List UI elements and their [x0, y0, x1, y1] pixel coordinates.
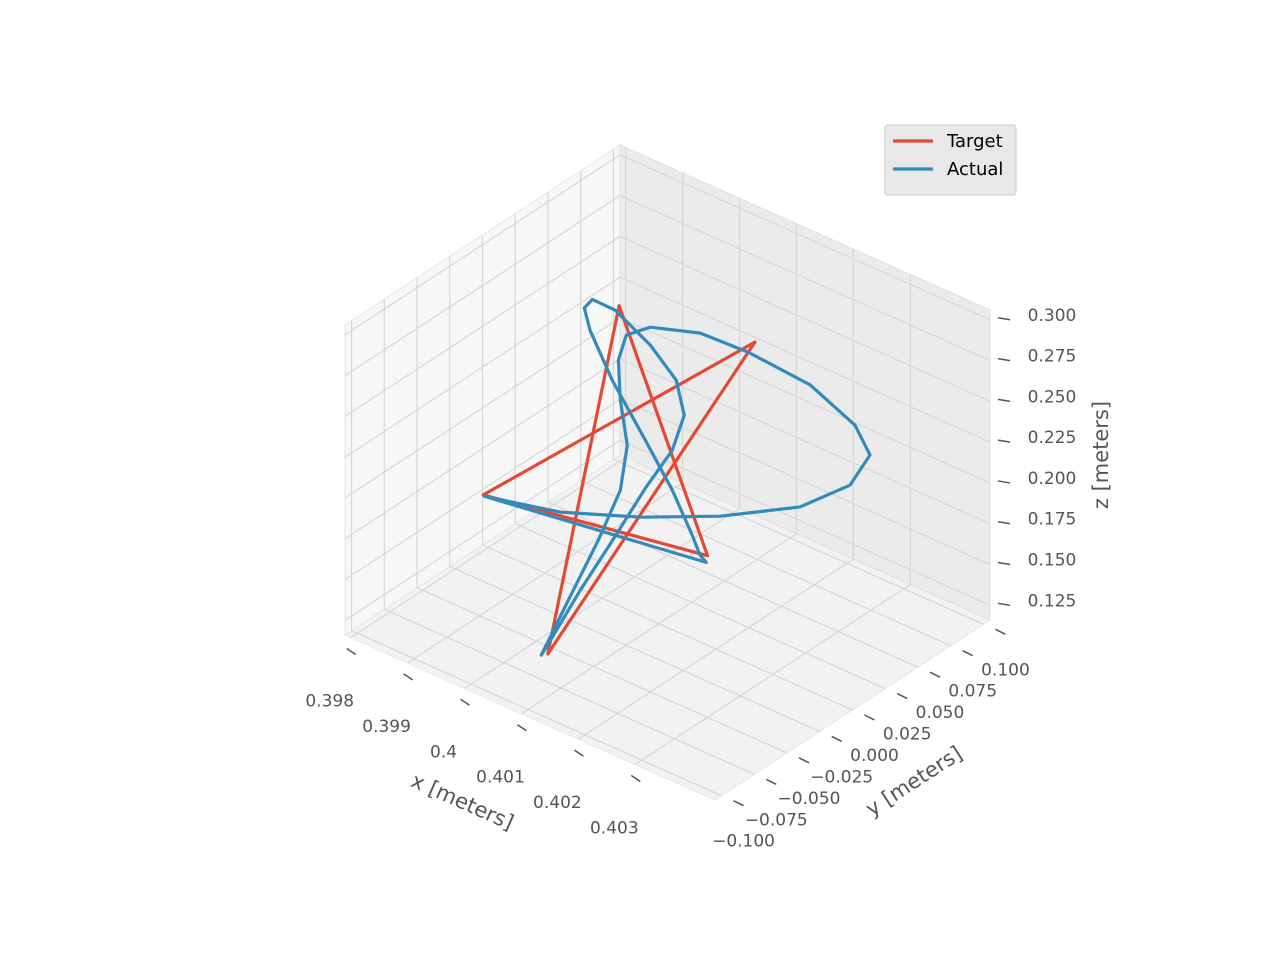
z-tick-label: 0.150 — [1028, 551, 1077, 571]
grid-line — [384, 608, 755, 775]
z-tick-label: 0.200 — [1028, 469, 1077, 489]
y-tick — [733, 800, 744, 807]
y-tick — [798, 757, 810, 764]
x-tick-label: 0.401 — [476, 768, 525, 788]
z-axis-label: z [meters] — [1089, 401, 1113, 509]
z-tick — [997, 398, 1011, 403]
x-tick — [460, 698, 470, 706]
grid-line — [344, 195, 621, 377]
grid-line — [619, 276, 991, 443]
grid-line — [482, 544, 853, 711]
grid-line — [619, 317, 991, 484]
grid-line — [344, 399, 621, 581]
z-tick-label: 0.125 — [1028, 591, 1077, 611]
series-line — [481, 304, 757, 656]
x-tick-label: 0.403 — [590, 818, 639, 838]
grid-line — [351, 630, 722, 797]
ticks: 0.398 0.399 0.4 0.401 0.402 0.403 −0.100−0.075… — [305, 306, 1076, 852]
grid-line — [344, 358, 621, 540]
grid-line — [344, 439, 621, 621]
legend-label: Actual — [947, 159, 1003, 180]
x-tick-label: 0.398 — [305, 692, 354, 712]
legend-label: Target — [946, 131, 1003, 152]
y-tick-label: 0.000 — [850, 746, 899, 766]
x-tick-label: 0.402 — [533, 793, 582, 813]
y-tick — [864, 714, 875, 721]
y-tick-label: −0.050 — [778, 789, 841, 809]
z-tick — [997, 357, 1011, 362]
grid-line — [514, 523, 886, 690]
x-tick — [346, 647, 357, 656]
grid-line — [619, 235, 991, 402]
x-tick — [517, 724, 527, 732]
y-tick — [896, 692, 908, 700]
z-tick-label: 0.175 — [1028, 510, 1077, 530]
lines — [481, 297, 872, 657]
y-tick-label: 0.025 — [883, 725, 932, 745]
y-tick-label: 0.050 — [916, 703, 965, 723]
grid-line — [416, 587, 788, 754]
x-tick — [573, 749, 584, 757]
y-tick-label: −0.075 — [745, 810, 808, 830]
grid-line — [613, 458, 984, 625]
y-tick — [831, 735, 843, 743]
y-tick — [962, 650, 974, 657]
grid-line — [344, 317, 621, 499]
z-tick-label: 0.275 — [1028, 347, 1077, 367]
y-tick-label: 0.100 — [981, 660, 1030, 680]
grid-line — [619, 358, 991, 525]
grid — [344, 147, 991, 797]
z-tick — [997, 602, 1011, 607]
grid-line — [449, 565, 821, 732]
y-tick-label: 0.075 — [948, 682, 997, 702]
x-tick — [630, 774, 641, 783]
grid-line — [619, 154, 991, 321]
grid-line — [344, 154, 621, 336]
z-tick — [997, 439, 1011, 443]
x-tick-label: 0.4 — [430, 742, 457, 762]
z-tick — [997, 561, 1011, 566]
grid-line — [580, 480, 951, 647]
x-tick — [403, 673, 414, 681]
series-line — [482, 297, 872, 657]
legend: Target Actual — [884, 124, 1017, 196]
z-tick-label: 0.300 — [1028, 306, 1077, 326]
y-tick — [995, 628, 1006, 635]
grid-line — [344, 276, 621, 458]
x-tick-label: 0.399 — [362, 717, 411, 737]
y-tick — [929, 671, 941, 678]
grid-line — [619, 439, 991, 606]
y-tick-label: −0.025 — [810, 767, 873, 787]
y-tick-label: −0.100 — [712, 832, 775, 852]
z-tick-label: 0.225 — [1028, 428, 1077, 448]
grid-line — [344, 235, 621, 417]
z-tick-label: 0.250 — [1028, 387, 1077, 407]
z-tick — [997, 317, 1011, 321]
z-tick — [997, 520, 1011, 525]
y-tick — [765, 778, 777, 785]
grid-line — [619, 195, 991, 362]
z-tick — [997, 480, 1011, 484]
